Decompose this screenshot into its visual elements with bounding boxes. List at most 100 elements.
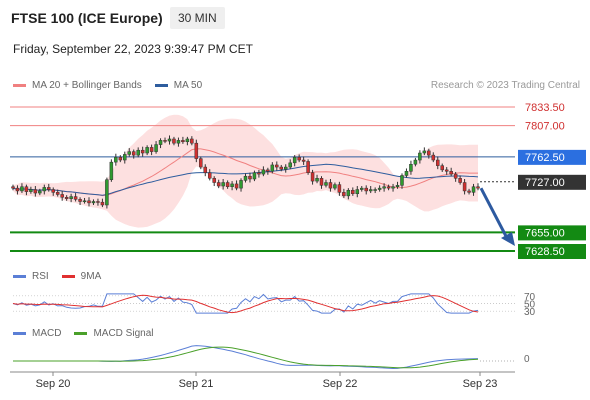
candle [185,138,190,143]
candle [476,186,480,189]
candle [360,187,364,190]
candle [225,182,230,187]
price-label-bg [518,149,586,165]
macd-signal-line [13,346,479,369]
legend-macd-signal: MACD Signal [74,328,153,339]
candle [386,186,391,189]
price-label-bg [518,225,586,241]
legend-rsi-ma: 9MA [61,271,102,282]
candle [216,182,221,187]
candle [368,189,373,192]
candle [145,147,149,154]
rsi-line [12,293,479,314]
rsi-ma-label: 9MA [80,271,102,282]
candle [270,164,275,172]
time-tick-label: Sep 21 [179,378,214,390]
price-label: 7807.00 [525,121,565,133]
candle [266,169,270,172]
candle [404,171,409,176]
candle [33,189,38,194]
candle [315,178,319,182]
candle [377,187,382,190]
candle [328,182,333,189]
candle [15,187,20,192]
candle [288,162,292,168]
candle [306,161,310,173]
candle [257,172,261,175]
price-label: 7762.50 [525,152,565,164]
candle [69,196,73,199]
candle [149,147,154,152]
candle [91,201,96,204]
candle [47,187,51,190]
candle [297,156,301,161]
candle [395,185,400,187]
candle [176,140,181,144]
candle [55,192,60,195]
candle [96,201,100,203]
credit-text: Research © 2023 Trading Central [430,80,580,91]
candle [163,140,167,142]
candle [400,175,404,186]
candle [199,158,203,168]
candle [87,200,91,204]
candle [337,184,342,193]
price-label: 7655.00 [525,227,565,239]
candle [114,156,118,163]
forecast-arrowhead [501,232,515,246]
candle [283,166,288,170]
rsi-tick-label: 30 [524,307,536,318]
legend-rsi: RSI [13,271,49,282]
candle [172,138,176,144]
instrument-title: FTSE 100 (ICE Europe) [11,10,163,26]
candle [346,189,351,197]
macd-tick-label: 0 [524,354,530,365]
candle [140,149,145,154]
candle [131,151,136,156]
candle [194,142,199,159]
rsi-swatch [13,275,26,278]
candle [20,186,24,192]
candle [100,201,105,206]
candle [324,182,328,186]
price-label: 7833.50 [525,102,565,114]
candle [24,186,29,192]
candle [351,189,355,195]
rsi-tick-label: 50 [524,300,536,311]
candle [453,173,458,179]
rsi-ma-line [12,294,479,314]
macd-legend: MACD MACD Signal [13,328,166,339]
legend-ma20: MA 20 + Bollinger Bands [13,80,142,91]
candle [449,171,453,175]
candle [60,194,64,198]
candle [364,187,368,192]
timestamp: Friday, September 22, 2023 9:39:47 PM CE… [13,42,253,56]
candle [431,154,436,161]
candle [422,150,427,154]
candle [181,140,185,143]
candle [373,189,377,191]
ma50-swatch [154,84,168,87]
macd-line [13,345,479,370]
candle [462,182,467,192]
candle [292,156,297,164]
candle [123,154,127,161]
macd-swatch [13,332,26,335]
price-label: 7727.00 [525,177,565,189]
candle [154,144,158,152]
forecast-arrow [479,187,510,241]
candle [355,189,360,195]
candle [73,196,78,200]
candle [212,178,216,183]
timeframe-badge[interactable]: 30 MIN [170,7,225,29]
ma20-label: MA 20 + Bollinger Bands [32,80,142,91]
candle [207,172,212,179]
candle [230,183,234,187]
price-label: 7628.50 [525,246,565,258]
macd-signal-swatch [74,332,88,335]
candle [64,197,69,199]
legend-macd: MACD [13,328,61,339]
candle [127,151,131,155]
candle [391,186,395,189]
